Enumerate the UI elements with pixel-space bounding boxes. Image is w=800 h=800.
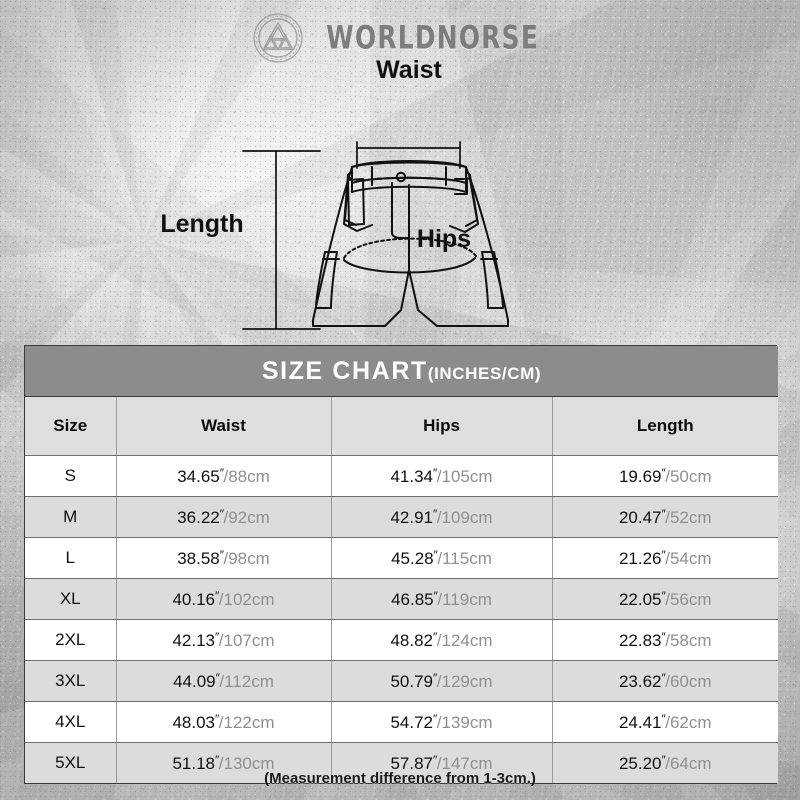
cell-waist: 51.18″/130cm bbox=[116, 742, 332, 783]
cell-waist: 36.22″/92cm bbox=[116, 496, 332, 538]
cell-hips: 41.34″/105cm bbox=[331, 455, 553, 497]
cell-hips: 45.28″/115cm bbox=[331, 537, 553, 579]
cell-hips: 50.79″/129cm bbox=[331, 660, 553, 702]
shorts-left-front-pocket bbox=[343, 170, 373, 232]
shorts-waistband-top-ridge bbox=[351, 161, 467, 168]
table-title-sub: (INCHES/CM) bbox=[427, 363, 542, 383]
cell-length: 19.69″/50cm bbox=[552, 455, 779, 497]
table-row: XL 40.16″/102cm 46.85″/119cm 22.05″/56cm bbox=[25, 578, 779, 620]
cell-waist: 34.65″/88cm bbox=[116, 455, 332, 497]
cell-length: 21.26″/54cm bbox=[552, 537, 779, 579]
table-row: 2XL 42.13″/107cm 48.82″/124cm 22.83″/58c… bbox=[25, 619, 779, 661]
cell-size: 3XL bbox=[25, 660, 117, 702]
cell-waist: 40.16″/102cm bbox=[116, 578, 332, 620]
cell-size: 4XL bbox=[25, 701, 117, 743]
hips-label: Hips bbox=[417, 225, 471, 253]
cell-hips: 54.72″/139cm bbox=[331, 701, 553, 743]
shorts-right-pocket-detail bbox=[454, 178, 468, 195]
table-title-cell: SIZE CHART(INCHES/CM) bbox=[25, 346, 779, 397]
waist-dimension-line bbox=[356, 141, 461, 169]
shorts-right-front-pocket bbox=[449, 170, 479, 233]
brand-name: WORLDNORSE bbox=[326, 19, 539, 57]
table-title-main: SIZE CHART bbox=[261, 356, 428, 385]
shorts-right-front-pocket-inner bbox=[465, 177, 478, 227]
cell-waist: 38.58″/98cm bbox=[116, 537, 332, 579]
cell-size: L bbox=[25, 537, 117, 579]
cell-hips: 48.82″/124cm bbox=[331, 619, 553, 661]
size-chart-table: SIZE CHART(INCHES/CM) Size Waist Hips Le… bbox=[25, 346, 779, 783]
length-label: Length bbox=[160, 210, 243, 238]
garment-diagram: Waist Length Hips bbox=[0, 52, 800, 342]
cell-waist: 44.09″/112cm bbox=[116, 660, 332, 702]
cell-length: 24.41″/62cm bbox=[552, 701, 779, 743]
column-header-size: Size bbox=[25, 396, 117, 456]
cell-length: 22.83″/58cm bbox=[552, 619, 779, 661]
measurement-disclaimer: (Measurement difference from 1-3cm.) bbox=[264, 770, 536, 787]
shorts-hip-seam bbox=[343, 257, 476, 274]
cell-hips: 57.87″/147cm bbox=[331, 742, 553, 783]
shorts-hip-dashed-guide bbox=[343, 237, 477, 259]
table-row: 3XL 44.09″/112cm 50.79″/129cm 23.62″/60c… bbox=[25, 660, 779, 702]
length-dimension-line bbox=[242, 150, 321, 330]
table-row: L 38.58″/98cm 45.28″/115cm 21.26″/54cm bbox=[25, 537, 779, 579]
column-header-waist: Waist bbox=[116, 396, 332, 456]
table-column-header-row: Size Waist Hips Length bbox=[25, 396, 779, 456]
table-row: 4XL 48.03″/122cm 54.72″/139cm 24.41″/62c… bbox=[25, 701, 779, 743]
cell-size: S bbox=[25, 455, 117, 497]
cell-size: M bbox=[25, 496, 117, 538]
column-header-length: Length bbox=[552, 396, 779, 456]
shorts-right-cargo-pocket bbox=[481, 251, 504, 309]
table-title-row: SIZE CHART(INCHES/CM) bbox=[25, 346, 779, 397]
size-chart-table-container: SIZE CHART(INCHES/CM) Size Waist Hips Le… bbox=[24, 345, 779, 784]
waist-label: Waist bbox=[376, 56, 442, 84]
waistband-button-icon bbox=[395, 171, 407, 183]
column-header-hips: Hips bbox=[331, 396, 553, 456]
shorts-left-front-pocket-inner bbox=[344, 177, 357, 226]
cell-length: 20.47″/52cm bbox=[552, 496, 779, 538]
cell-waist: 42.13″/107cm bbox=[116, 619, 332, 661]
shorts-left-cargo-pocket bbox=[315, 251, 338, 309]
table-row: S 34.65″/88cm 41.34″/105cm 19.69″/50cm bbox=[25, 455, 779, 497]
cell-waist: 48.03″/122cm bbox=[116, 701, 332, 743]
cell-hips: 46.85″/119cm bbox=[331, 578, 553, 620]
shorts-left-pocket-flap bbox=[347, 178, 365, 226]
cell-hips: 42.91″/109cm bbox=[331, 496, 553, 538]
cell-size: 2XL bbox=[25, 619, 117, 661]
table-row: 5XL 51.18″/130cm 57.87″/147cm 25.20″/64c… bbox=[25, 742, 779, 783]
table-row: M 36.22″/92cm 42.91″/109cm 20.47″/52cm bbox=[25, 496, 779, 538]
cell-size: 5XL bbox=[25, 742, 117, 783]
cell-length: 25.20″/64cm bbox=[552, 742, 779, 783]
brand-header: WORLDNORSE bbox=[0, 12, 800, 64]
cell-length: 23.62″/60cm bbox=[552, 660, 779, 702]
valknut-circle-knot-logo-icon bbox=[252, 12, 304, 64]
shorts-crotch-notch bbox=[400, 269, 419, 311]
cell-length: 22.05″/56cm bbox=[552, 578, 779, 620]
shorts-fly-placket bbox=[391, 182, 410, 239]
cell-size: XL bbox=[25, 578, 117, 620]
